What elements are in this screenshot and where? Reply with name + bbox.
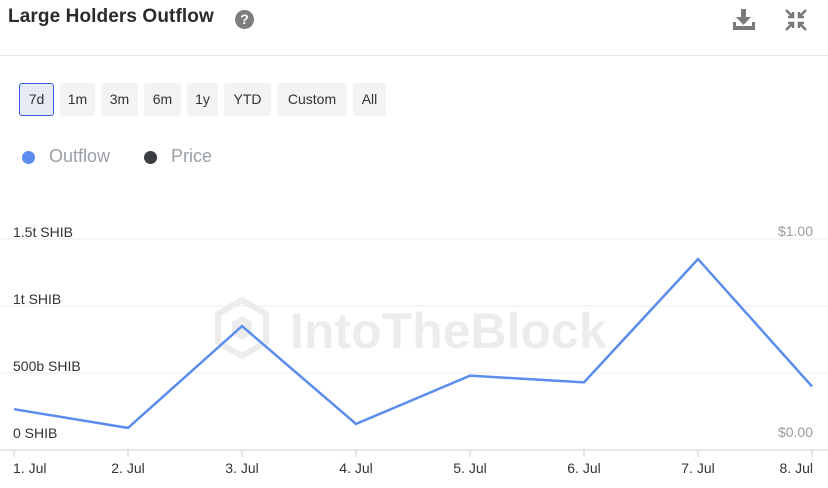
x-tick-label: 7. Jul [681, 460, 714, 476]
chart-header: Large Holders Outflow ? [0, 0, 828, 56]
legend-item-outflow[interactable]: Outflow [22, 144, 132, 170]
range-7d-button[interactable]: 7d [19, 83, 54, 116]
chart-title: Large Holders Outflow [8, 6, 214, 27]
collapse-button[interactable] [783, 7, 809, 33]
y-tick-label-right: $0.00 [778, 424, 813, 440]
legend-dot-price [144, 151, 157, 164]
y-tick-label-left: 500b SHIB [13, 358, 81, 374]
x-tick-label: 5. Jul [453, 460, 486, 476]
x-tick-label: 6. Jul [567, 460, 600, 476]
range-all-button[interactable]: All [353, 83, 386, 116]
question-circle-icon[interactable]: ? [235, 10, 254, 29]
range-1m-button[interactable]: 1m [60, 83, 95, 116]
download-button[interactable] [731, 7, 757, 33]
y-tick-label-left: 1.5t SHIB [13, 224, 73, 240]
y-tick-label-left: 0 SHIB [13, 425, 57, 441]
range-1y-button[interactable]: 1y [187, 83, 218, 116]
x-tick-label: 4. Jul [339, 460, 372, 476]
legend-label-price: Price [171, 146, 213, 166]
watermark-text: IntoTheBlock [290, 303, 607, 359]
range-custom-button[interactable]: Custom [277, 83, 347, 116]
y-tick-label-right: $1.00 [778, 223, 813, 239]
x-tick-label: 3. Jul [225, 460, 258, 476]
download-icon [733, 9, 755, 30]
legend-label-outflow: Outflow [49, 146, 111, 166]
y-tick-label-left: 1t SHIB [13, 291, 61, 307]
watermark: IntoTheBlock [215, 296, 607, 360]
range-6m-button[interactable]: 6m [144, 83, 181, 116]
legend-item-price[interactable]: Price [144, 144, 244, 170]
legend-dot-outflow [22, 151, 35, 164]
x-tick-label: 8. Jul [780, 460, 813, 476]
x-tick-label: 2. Jul [111, 460, 144, 476]
collapse-icon [785, 9, 807, 31]
x-tick-label: 1. Jul [13, 460, 46, 476]
range-ytd-button[interactable]: YTD [224, 83, 271, 116]
range-3m-button[interactable]: 3m [101, 83, 138, 116]
series-line-outflow [13, 257, 813, 430]
